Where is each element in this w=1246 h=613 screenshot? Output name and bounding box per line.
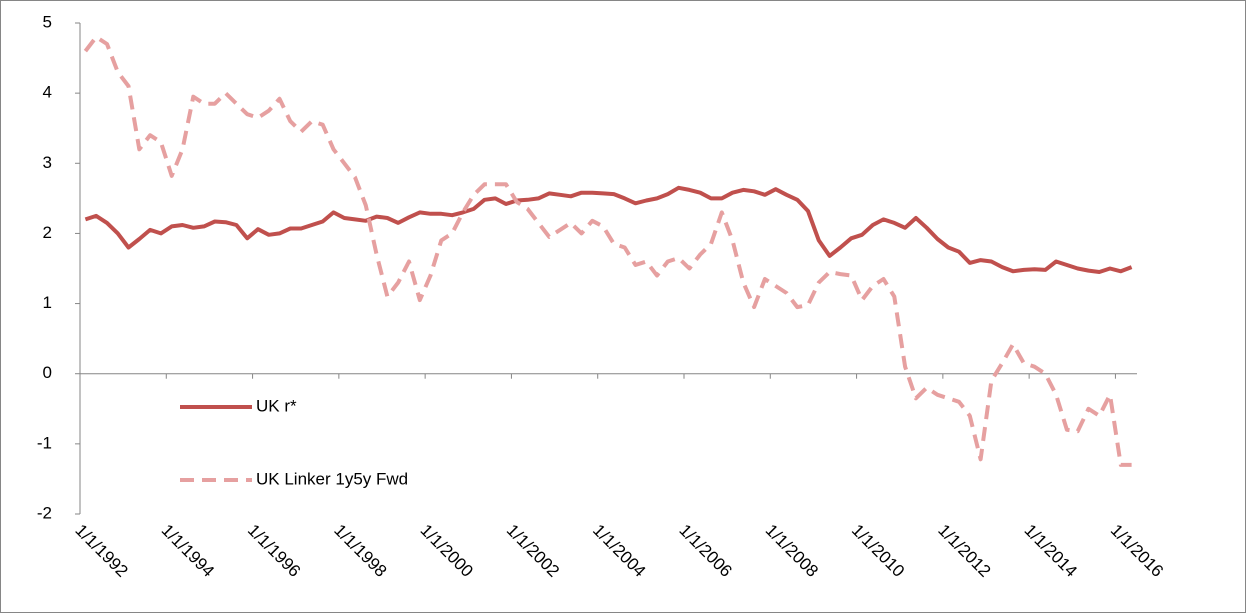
y-tick-label: 3: [43, 153, 52, 172]
series-line: [84, 185, 1133, 274]
y-tick-label: 4: [43, 83, 52, 102]
series-line: [83, 35, 1132, 467]
legend-label: UK Linker 1y5y Fwd: [256, 469, 408, 488]
y-tick-label: 2: [43, 223, 52, 242]
y-tick-label: -1: [37, 433, 52, 452]
y-tick-label: 0: [43, 363, 52, 382]
y-tick-label: -2: [37, 503, 52, 522]
legend-label: UK r*: [256, 396, 297, 415]
y-tick-label: 1: [43, 293, 52, 312]
y-tick-label: 5: [43, 12, 52, 31]
